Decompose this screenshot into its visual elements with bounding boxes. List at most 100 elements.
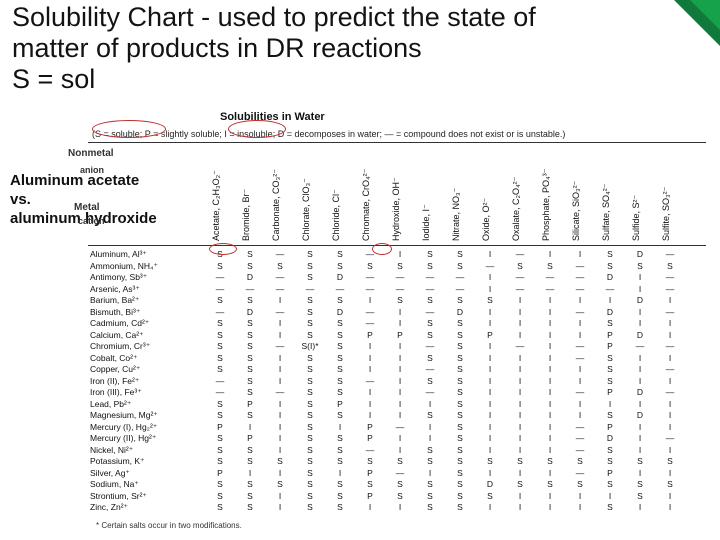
table-cell: D [476,479,504,489]
table-cell: S [656,456,684,466]
table-cell: I [626,364,654,374]
table-cell: S [206,491,234,501]
table-cell: S [506,479,534,489]
table-cell: — [266,307,294,317]
row-label: Aluminum, Al³⁺ [90,249,147,260]
table-cell: I [416,399,444,409]
table-cell: I [536,422,564,432]
highlight-aluminum-hydroxide [372,243,392,255]
table-cell: I [566,376,594,386]
table-cell: I [416,468,444,478]
table-cell: — [446,284,474,294]
title-line-2: matter of products in DR reactions [12,33,422,63]
table-cell: S [296,479,324,489]
table-cell: S [326,261,354,271]
table-cell: I [386,307,414,317]
table-cell: S [626,261,654,271]
table-cell: I [626,307,654,317]
table-cell: S [416,491,444,501]
table-cell: P [326,399,354,409]
table-cell: S [476,491,504,501]
table-cell: S [386,491,414,501]
table-cell: I [536,330,564,340]
table-cell: S [206,502,234,512]
table-cell: I [476,410,504,420]
column-header: Iodide, I⁻ [421,204,432,241]
table-cell: I [266,445,294,455]
table-cell: S [236,341,264,351]
table-cell: D [236,307,264,317]
row-label: Barium, Ba²⁺ [90,295,139,306]
column-header: Silicate, SiO₃²⁻ [571,181,582,241]
corner-triangle-light [690,0,720,30]
table-cell: S [536,456,564,466]
row-label: Strontium, Sr²⁺ [90,491,147,502]
table-cell: S [236,261,264,271]
table-cell: I [476,364,504,374]
table-cell: I [656,410,684,420]
overlay-line-2: vs. [10,191,31,208]
table-cell: — [596,284,624,294]
table-cell: I [266,399,294,409]
table-row: —————————I————I— [212,284,706,296]
table-cell: I [386,410,414,420]
row-label: Antimony, Sb³⁺ [90,272,147,283]
table-cell: S [446,445,474,455]
column-header: Sulfate, SO₄²⁻ [601,184,612,241]
table-cell: P [596,341,624,351]
row-label: Mercury (I), Hg₂²⁺ [90,422,157,433]
table-cell: S [326,456,354,466]
table-cell: S [326,295,354,305]
table-cell: — [566,433,594,443]
table-cell: P [386,330,414,340]
table-cell: S [326,364,354,374]
table-cell: S [266,456,294,466]
table-cell: I [386,353,414,363]
table-cell: I [266,422,294,432]
table-cell: S [536,261,564,271]
table-cell: S [356,456,384,466]
table-cell: S [236,249,264,259]
row-label: Magnesium, Mg²⁺ [90,410,158,421]
row-label: Sodium, Na⁺ [90,479,139,490]
table-cell: I [656,376,684,386]
table-cell: P [236,399,264,409]
table-cell: I [596,295,624,305]
table-cell: S [296,410,324,420]
row-label: Lead, Pb²⁺ [90,399,131,410]
table-cell: D [626,330,654,340]
table-cell: — [206,387,234,397]
table-cell: I [626,468,654,478]
table-row: SSISSIISSIIIISII [212,502,706,514]
table-cell: I [476,433,504,443]
table-cell: S [446,422,474,432]
table-cell: S [296,433,324,443]
table-cell: I [506,376,534,386]
table-cell: — [656,307,684,317]
table-cell: I [506,295,534,305]
table-cell: I [356,341,384,351]
row-label: Ammonium, NH₄⁺ [90,261,158,272]
table-cell: — [356,307,384,317]
table-cell: S [296,307,324,317]
table-cell: S [296,387,324,397]
table-cell: S [416,410,444,420]
table-cell: S [206,364,234,374]
title-line-1: Solubility Chart - used to predict the s… [12,2,536,32]
table-cell: S [596,261,624,271]
table-cell: S [446,318,474,328]
table-cell: S [596,364,624,374]
table-cell: — [356,318,384,328]
table-cell: I [476,341,504,351]
table-cell: — [386,284,414,294]
table-cell: S [416,261,444,271]
table-cell: — [356,445,384,455]
table-cell: I [566,410,594,420]
table-cell: I [536,433,564,443]
table-cell: I [566,295,594,305]
table-cell: S [296,468,324,478]
table-cell: S [446,387,474,397]
table-cell: S [416,295,444,305]
table-cell: S [446,341,474,351]
table-cell: — [416,364,444,374]
